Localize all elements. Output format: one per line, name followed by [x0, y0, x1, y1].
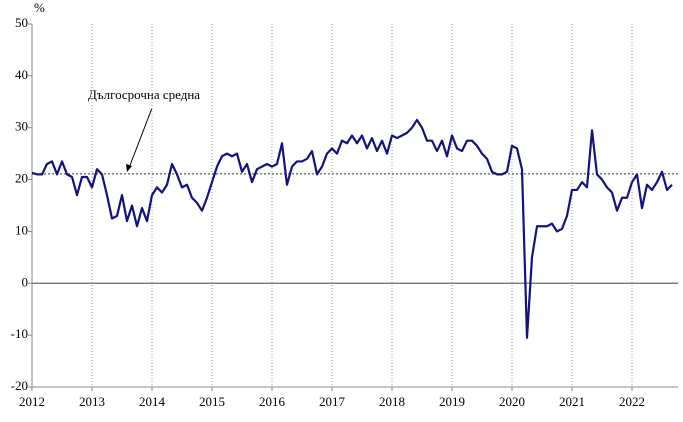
series-line: [31, 118, 673, 339]
x-tick-label: 2017: [319, 394, 346, 409]
y-tick-label: 10: [15, 222, 28, 237]
x-tick-label: 2014: [139, 394, 166, 409]
y-tick-label: 50: [15, 15, 28, 30]
y-tick-label: 40: [15, 67, 28, 82]
x-tick-label: 2015: [199, 394, 225, 409]
y-tick-label: -20: [11, 378, 28, 393]
x-tick-label: 2013: [79, 394, 105, 409]
arrow-head: [126, 164, 132, 172]
x-tick-label: 2020: [499, 394, 525, 409]
x-tick-label: 2019: [439, 394, 465, 409]
y-axis-label: %: [34, 0, 45, 15]
x-tick-label: 2018: [379, 394, 405, 409]
x-tick-label: 2021: [559, 394, 585, 409]
y-tick-label: 20: [15, 171, 28, 186]
y-tick-label: 0: [22, 274, 29, 289]
x-tick-label: 2022: [619, 394, 645, 409]
y-tick-label: 30: [15, 119, 28, 134]
annotation-arrow: [128, 107, 153, 169]
x-tick-label: 2016: [259, 394, 286, 409]
x-tick-label: 2012: [19, 394, 45, 409]
annotation: Дългосрочна средна: [88, 87, 200, 102]
y-tick-label: -10: [11, 326, 28, 341]
